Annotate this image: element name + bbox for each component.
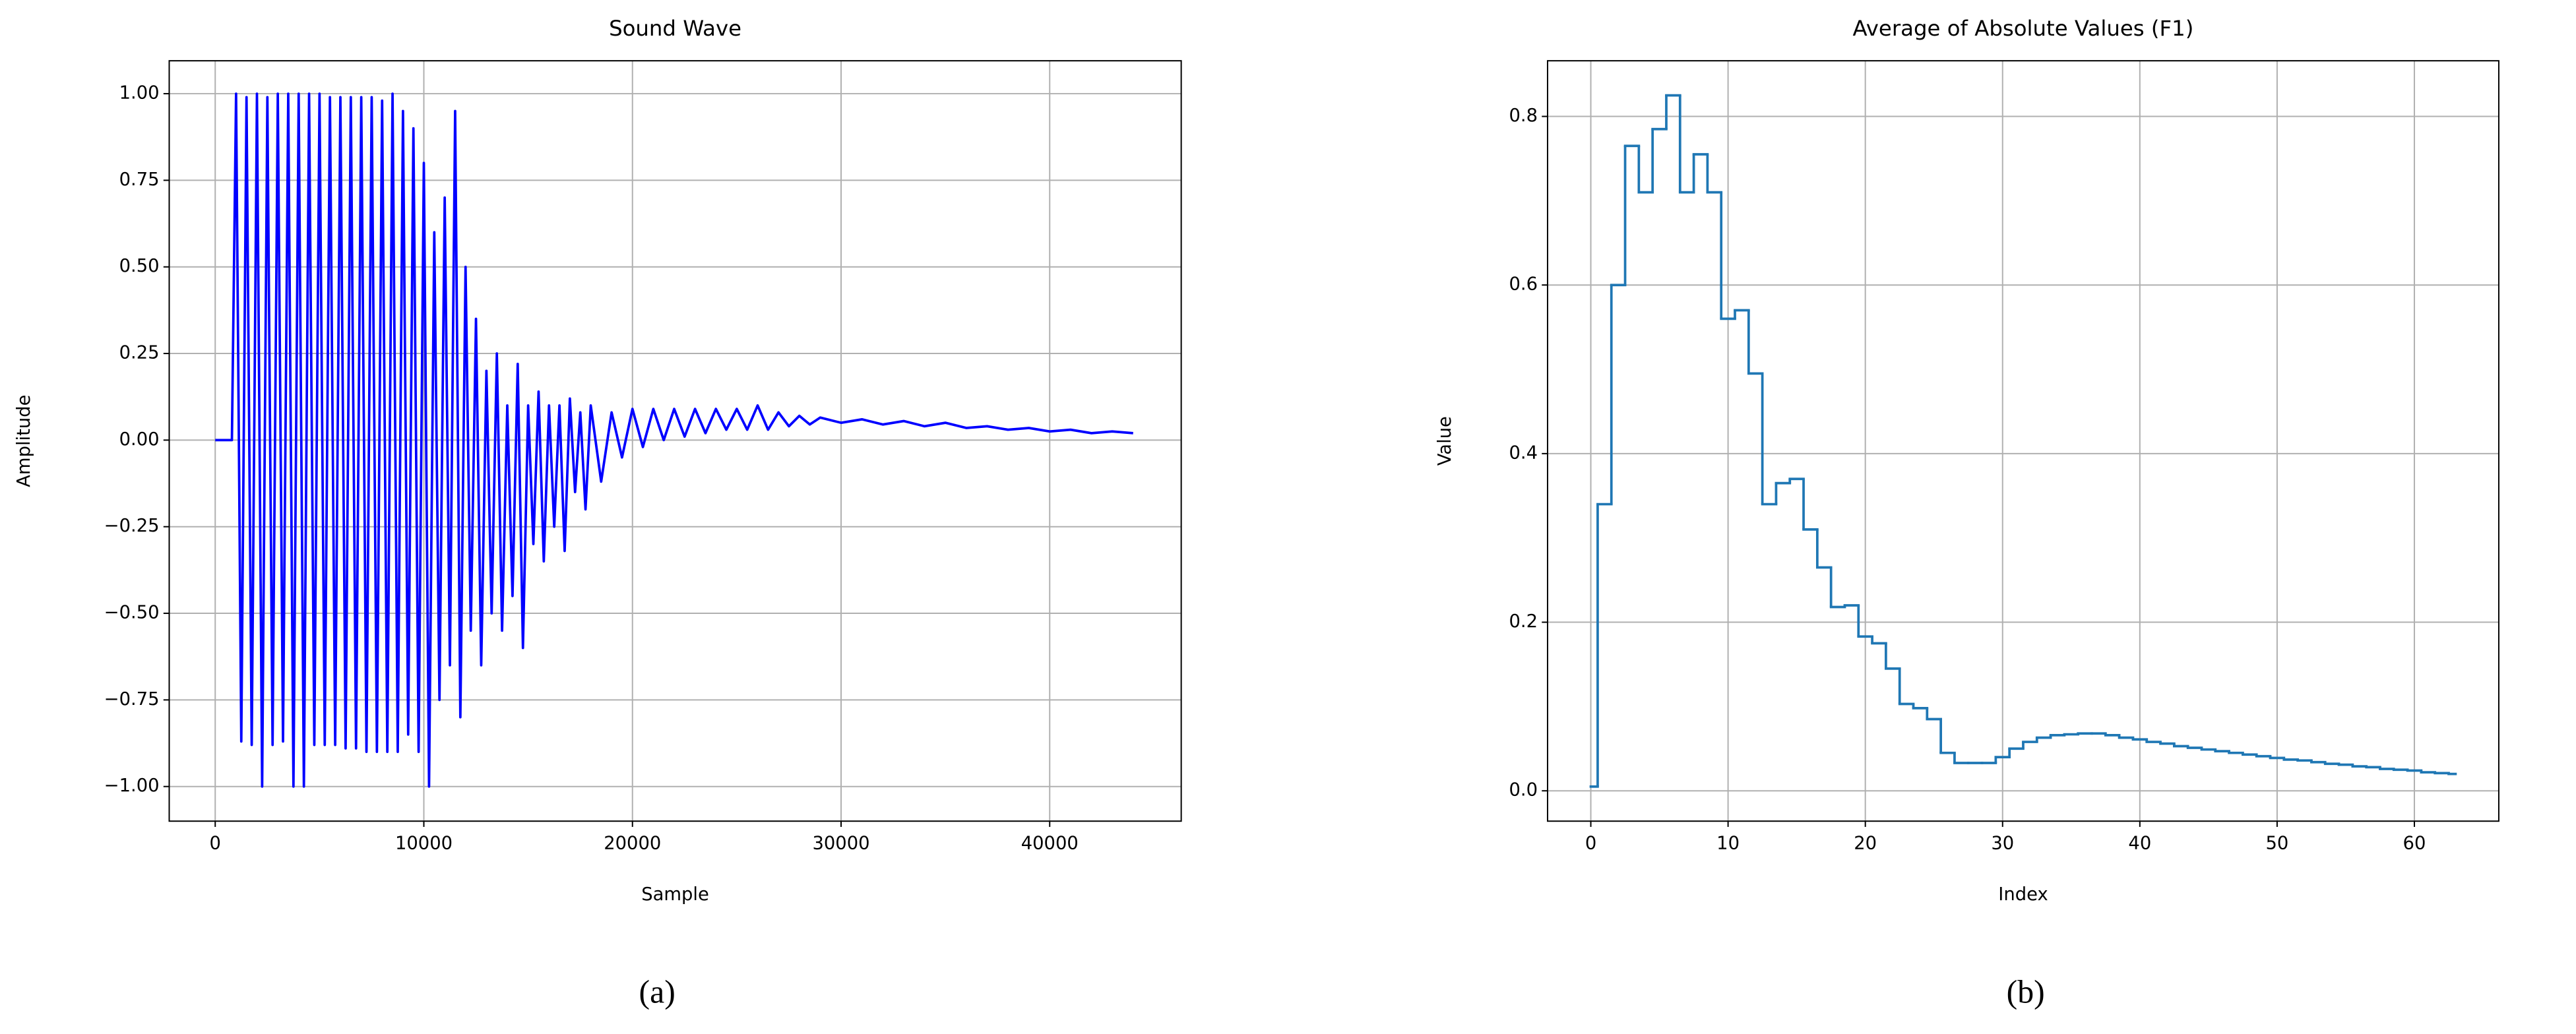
y-tick-label: 1.00 [119, 83, 160, 104]
x-tick-label: 60 [2403, 834, 2426, 854]
y-tick-label: 0.4 [1509, 442, 1538, 463]
x-tick-label: 30 [1991, 834, 2014, 854]
x-tick-label: 20000 [604, 834, 661, 854]
x-tick-label: 30000 [812, 834, 869, 854]
x-tick-label: 20 [1854, 834, 1877, 854]
y-tick-label: 0.6 [1509, 274, 1538, 295]
plot-frame [168, 60, 1182, 822]
chart-title: Sound Wave [609, 16, 741, 41]
x-axis-label: Sample [641, 884, 709, 905]
x-tick-label: 10000 [395, 834, 453, 854]
x-tick-label: 0 [210, 834, 221, 854]
y-tick-label: −0.75 [104, 689, 160, 710]
y-tick-label: 0.75 [119, 169, 160, 190]
caption: (a) [639, 974, 675, 1010]
x-tick-label: 40000 [1021, 834, 1079, 854]
plot-frame [1546, 60, 2499, 822]
caption: (b) [2007, 974, 2045, 1010]
x-tick-label: 10 [1716, 834, 1740, 854]
y-tick-label: 0.50 [119, 256, 160, 276]
x-tick-label: 50 [2265, 834, 2288, 854]
y-tick-label: 0.25 [119, 343, 160, 363]
y-axis-label: Amplitude [14, 395, 34, 487]
y-tick-label: 0.0 [1509, 780, 1538, 801]
y-axis-label: Value [1435, 416, 1455, 466]
y-tick-label: −0.25 [104, 516, 160, 536]
y-tick-label: 0.00 [119, 429, 160, 450]
x-tick-label: 40 [2128, 834, 2151, 854]
x-axis-label: Index [1998, 884, 2048, 905]
chart-title: Average of Absolute Values (F1) [1853, 16, 2194, 41]
y-tick-label: −1.00 [104, 776, 160, 796]
y-tick-label: 0.2 [1509, 611, 1538, 632]
y-tick-label: 0.8 [1509, 106, 1538, 126]
x-tick-label: 0 [1585, 834, 1596, 854]
waveform [215, 92, 1133, 788]
y-tick-label: −0.50 [104, 603, 160, 623]
